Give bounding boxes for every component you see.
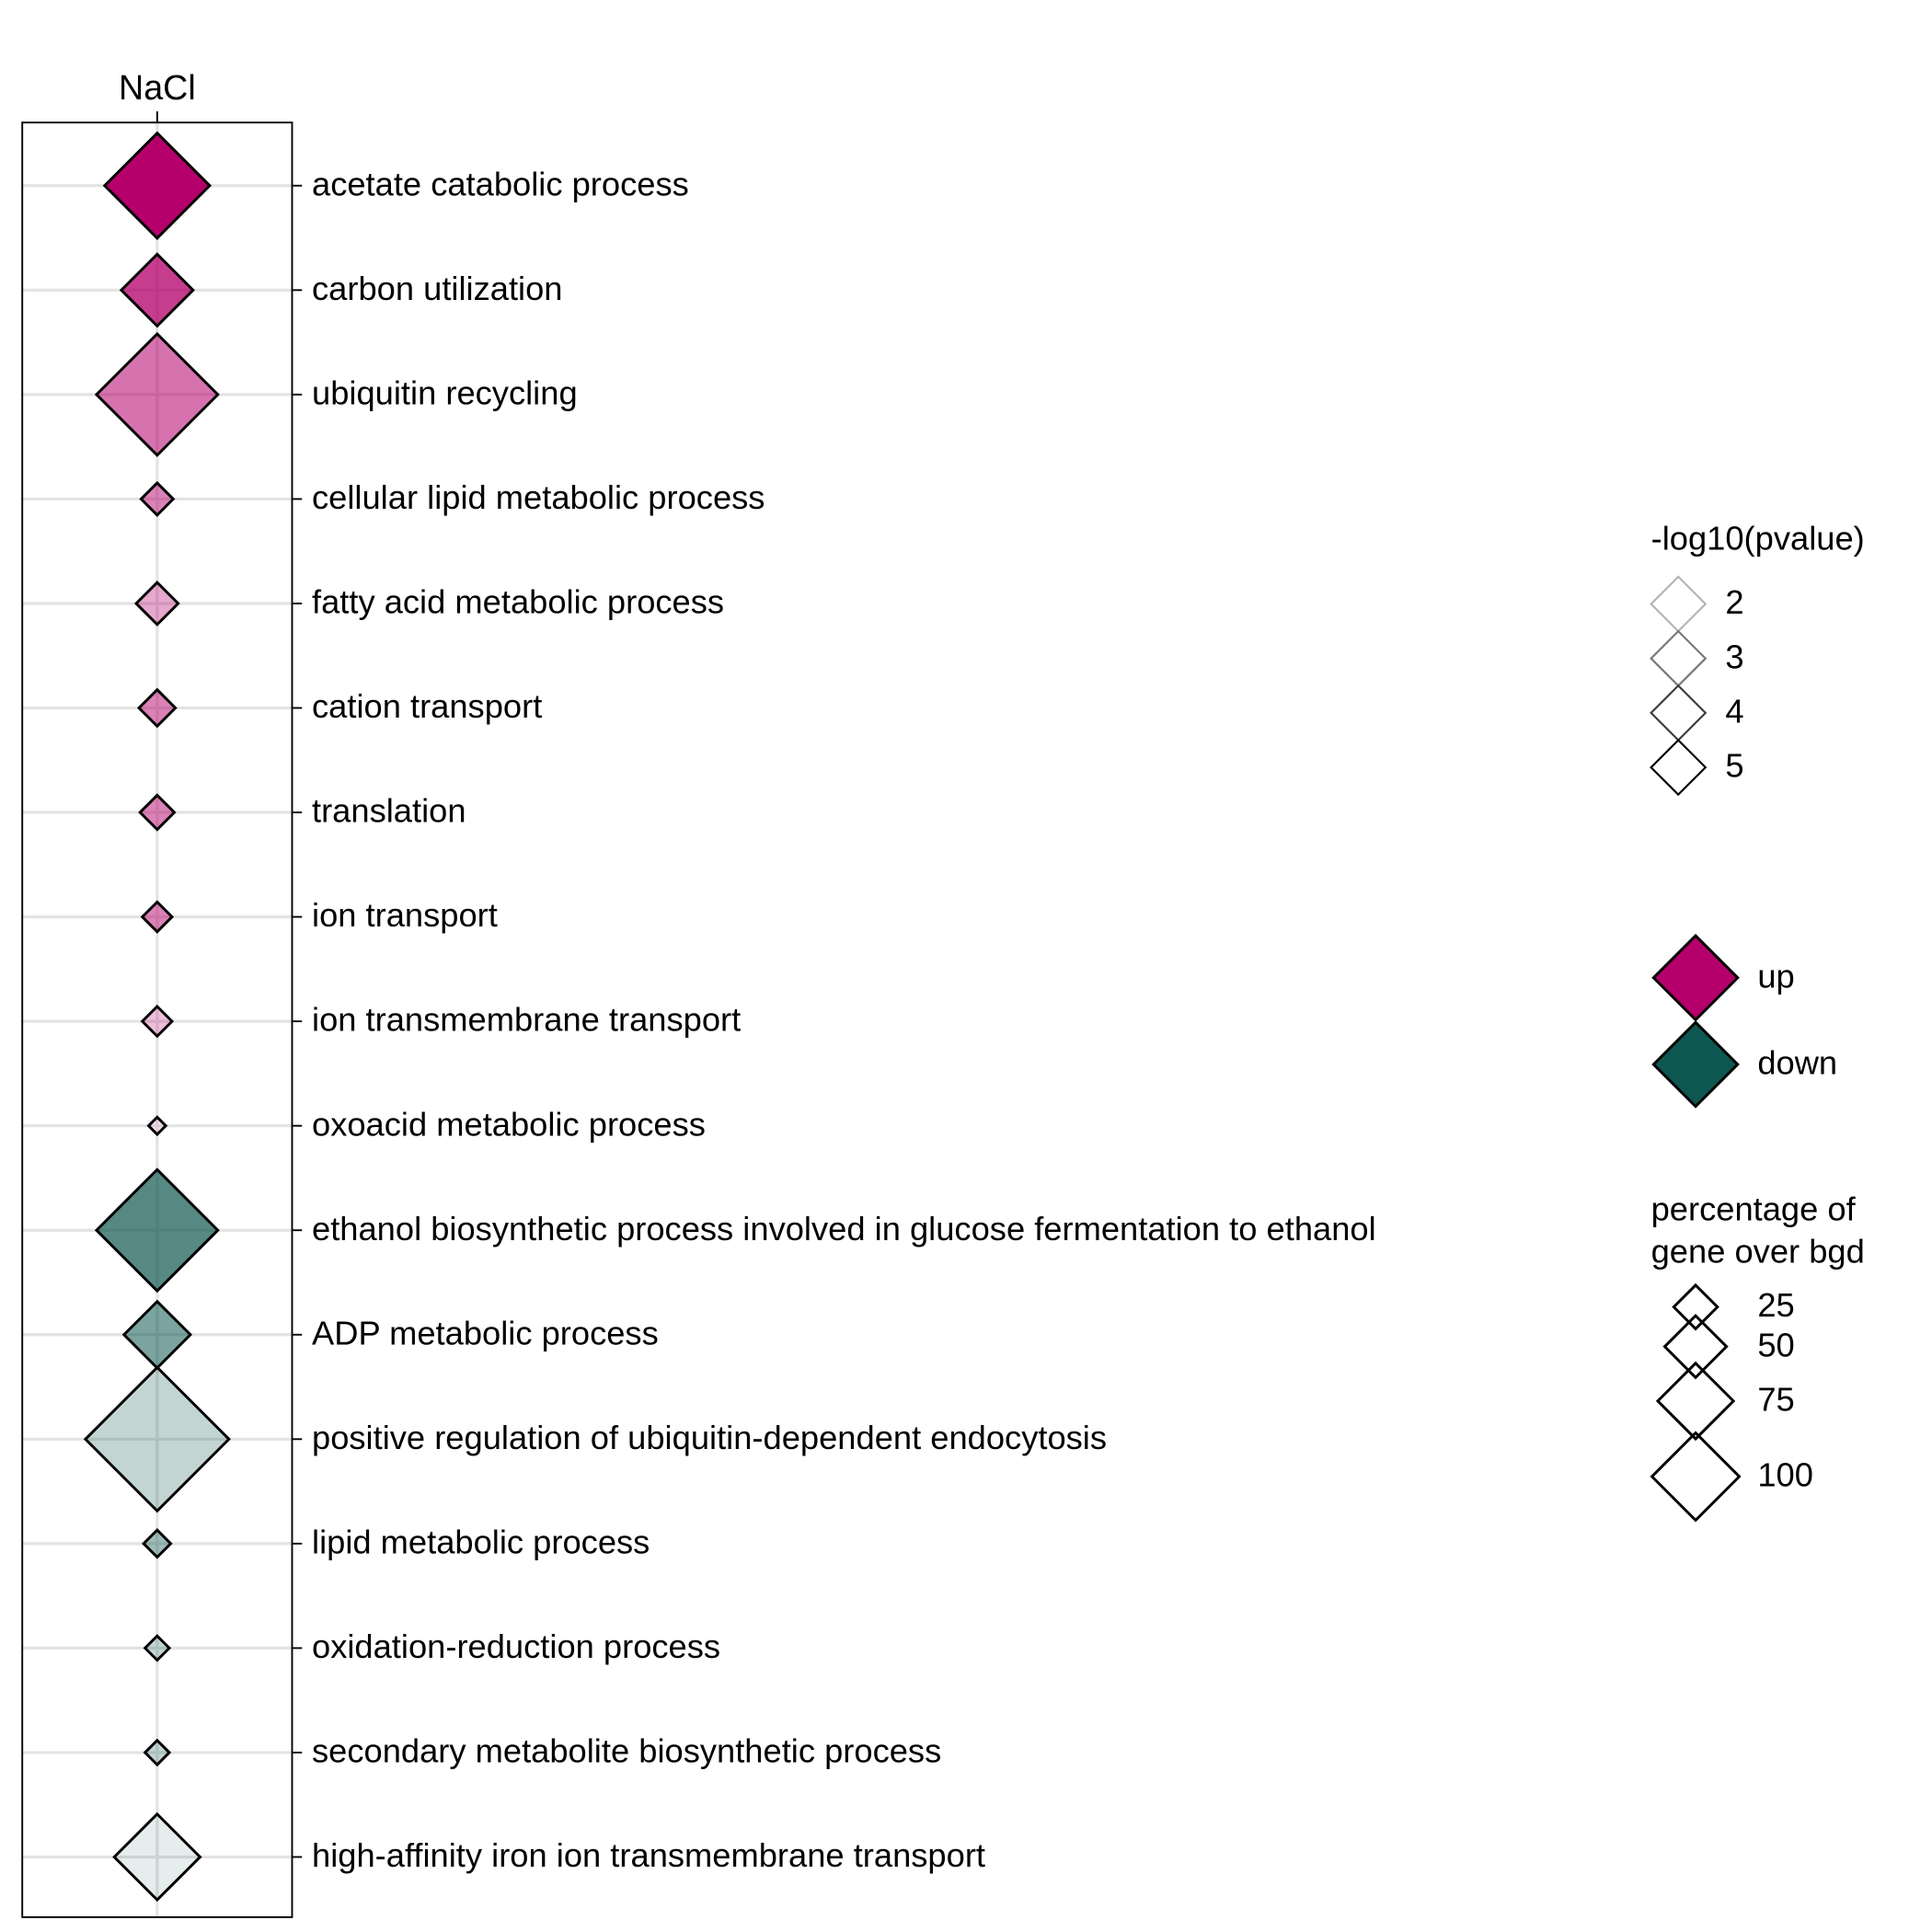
point-down [94,1167,220,1294]
point-down [112,1811,202,1903]
y-tick-label: lipid metabolic process [312,1523,650,1560]
legends: -log10(pvalue) 2 3 4 5 up down percentage of gen… [1650,519,1865,1523]
y-tick-label: oxidation-reduction process [312,1627,720,1665]
y-tick-label: ion transport [312,896,498,934]
point-down [121,1299,193,1370]
point-up [102,131,213,240]
legend-pvalue-key [1650,684,1708,742]
y-tick-label: ethanol biosynthetic process involved in… [312,1210,1376,1248]
legend-size-title: percentage of [1651,1190,1857,1228]
legend-up-key [1651,933,1740,1022]
y-tick-label: secondary metabolite biosynthetic proces… [312,1732,941,1770]
point-up [133,581,180,627]
legend-size-label: 75 [1757,1380,1794,1418]
legend-size-label: 50 [1757,1326,1794,1363]
legend-pvalue-key [1650,575,1708,633]
x-tick-label: NaCl [119,68,196,107]
legend-pvalue-label: 3 [1725,638,1743,675]
legend-size-key [1672,1282,1719,1331]
y-tick-label: carbon utilization [312,270,563,307]
y-tick-label: acetate catabolic process [312,165,689,202]
y-tick-label: positive regulation of ubiquitin-depende… [312,1419,1107,1456]
point-up [138,793,177,832]
point-down [83,1365,231,1513]
legend-size-key [1662,1314,1729,1380]
y-tick-label: high-affinity iron ion transmembrane tra… [312,1836,985,1874]
legend-pvalue-key [1650,738,1708,797]
legend-down-key [1651,1020,1740,1109]
legend-size-label: 25 [1757,1286,1794,1324]
y-tick-label: ion transmembrane transport [312,1001,741,1039]
y-tick-label: oxoacid metabolic process [312,1105,706,1143]
legend-pvalue-label: 2 [1725,583,1743,621]
y-tick-label: ubiquitin recycling [312,374,578,411]
point-down [142,1528,173,1559]
point-up [119,252,195,328]
point-up [94,331,220,457]
legend-size-key [1655,1361,1736,1442]
legend-pvalue-title: -log10(pvalue) [1651,519,1865,557]
legend-size-label: 100 [1757,1456,1813,1494]
point-up [136,687,178,729]
legend-up-label: up [1757,957,1794,995]
point-down [143,1634,172,1662]
legend-size-key [1650,1431,1742,1523]
y-tick-label: fatty acid metabolic process [312,583,724,621]
point-down [143,1738,172,1767]
legend-pvalue-key [1650,629,1708,687]
y-tick-label: cellular lipid metabolic process [312,478,765,516]
legend-pvalue-label: 4 [1725,692,1743,730]
legend-down-label: down [1757,1044,1837,1082]
plot-panel: NaCl [21,68,293,1918]
point-up [139,480,176,517]
chart-points [83,131,231,1903]
legend-pvalue-label: 5 [1725,747,1743,785]
point-up [140,900,175,934]
legend-size-title: gene over bgd [1651,1232,1865,1270]
y-tick-label: translation [312,792,466,830]
point-up [140,1004,175,1039]
y-tick-label: cation transport [312,687,542,725]
point-up [146,1115,168,1137]
y-axis-labels: acetate catabolic process carbon utilizat… [292,165,1376,1874]
y-tick-label: ADP metabolic process [312,1314,659,1351]
